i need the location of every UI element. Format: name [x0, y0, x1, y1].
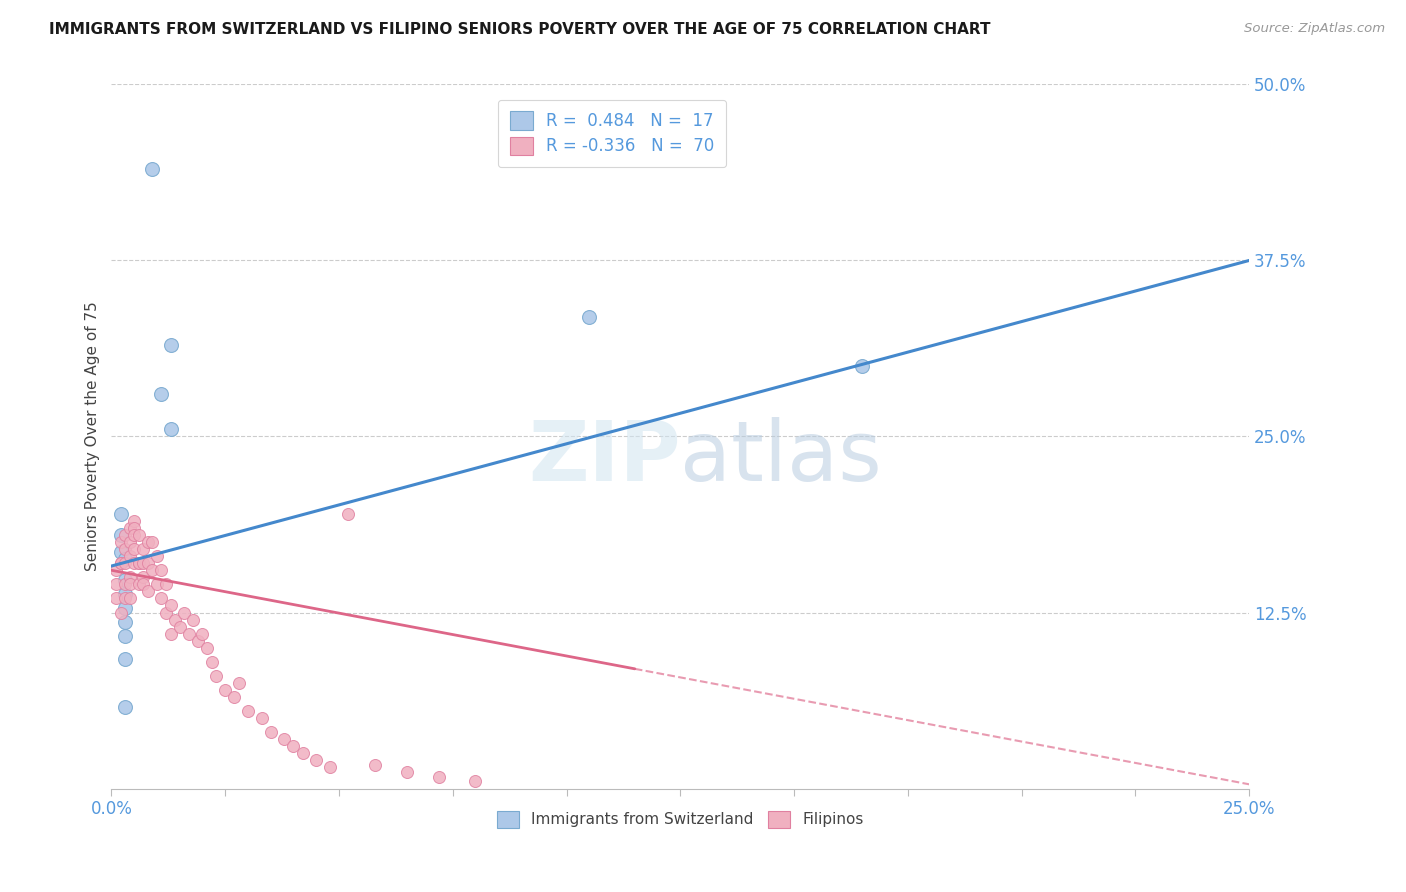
Point: [110, 507, 132, 521]
Point: [114, 652, 136, 666]
Point: [132, 577, 155, 591]
Point: [114, 577, 136, 591]
Point: [122, 556, 145, 570]
Point: [122, 514, 145, 528]
Point: [118, 521, 141, 535]
Point: [122, 521, 145, 535]
Point: [128, 528, 150, 542]
Point: [118, 570, 141, 584]
Point: [187, 633, 209, 648]
Point: [205, 669, 228, 683]
Point: [578, 310, 600, 324]
Point: [114, 615, 136, 630]
Y-axis label: Seniors Poverty Over the Age of 75: Seniors Poverty Over the Age of 75: [86, 301, 100, 572]
Point: [110, 556, 132, 570]
Point: [141, 535, 163, 549]
Point: [191, 626, 214, 640]
Point: [364, 757, 387, 772]
Point: [214, 682, 236, 697]
Point: [136, 535, 159, 549]
Point: [159, 422, 181, 436]
Point: [114, 528, 136, 542]
Point: [114, 552, 136, 566]
Point: [114, 699, 136, 714]
Point: [114, 591, 136, 606]
Point: [165, 613, 187, 627]
Point: [224, 690, 246, 704]
Point: [104, 577, 127, 591]
Point: [159, 626, 181, 640]
Point: [132, 570, 155, 584]
Point: [155, 577, 177, 591]
Point: [183, 613, 205, 627]
Point: [283, 739, 305, 754]
Point: [118, 549, 141, 564]
Point: [250, 711, 273, 725]
Point: [273, 732, 295, 747]
Point: [228, 676, 250, 690]
Point: [136, 556, 159, 570]
Point: [114, 601, 136, 615]
Point: [110, 606, 132, 620]
Point: [128, 556, 150, 570]
Point: [337, 507, 360, 521]
Text: IMMIGRANTS FROM SWITZERLAND VS FILIPINO SENIORS POVERTY OVER THE AGE OF 75 CORRE: IMMIGRANTS FROM SWITZERLAND VS FILIPINO …: [49, 22, 991, 37]
Point: [200, 655, 222, 669]
Point: [128, 556, 150, 570]
Point: [141, 563, 163, 577]
Point: [150, 591, 173, 606]
Point: [177, 626, 200, 640]
Point: [128, 577, 150, 591]
Point: [110, 556, 132, 570]
Point: [155, 606, 177, 620]
Point: [291, 747, 314, 761]
Point: [173, 606, 195, 620]
Point: [104, 563, 127, 577]
Point: [305, 753, 328, 767]
Point: [159, 599, 181, 613]
Point: [122, 528, 145, 542]
Point: [118, 535, 141, 549]
Point: [110, 535, 132, 549]
Point: [122, 542, 145, 557]
Point: [132, 556, 155, 570]
Legend: Immigrants from Switzerland, Filipinos: Immigrants from Switzerland, Filipinos: [491, 805, 869, 834]
Point: [104, 591, 127, 606]
Point: [114, 556, 136, 570]
Point: [150, 387, 173, 401]
Point: [114, 587, 136, 601]
Point: [236, 704, 259, 718]
Point: [150, 563, 173, 577]
Point: [427, 770, 450, 784]
Point: [132, 542, 155, 557]
Point: [110, 528, 132, 542]
Point: [195, 640, 218, 655]
Point: [319, 760, 342, 774]
Point: [114, 573, 136, 587]
Point: [118, 577, 141, 591]
Point: [114, 542, 136, 557]
Point: [851, 359, 873, 373]
Text: ZIP: ZIP: [527, 417, 681, 498]
Point: [159, 338, 181, 352]
Point: [146, 577, 169, 591]
Point: [146, 549, 169, 564]
Point: [114, 630, 136, 644]
Point: [169, 619, 191, 633]
Point: [136, 584, 159, 599]
Point: [260, 725, 283, 739]
Point: [396, 764, 419, 779]
Point: [141, 161, 163, 176]
Text: Source: ZipAtlas.com: Source: ZipAtlas.com: [1244, 22, 1385, 36]
Text: atlas: atlas: [681, 417, 882, 498]
Point: [110, 545, 132, 559]
Point: [118, 591, 141, 606]
Point: [464, 774, 486, 789]
